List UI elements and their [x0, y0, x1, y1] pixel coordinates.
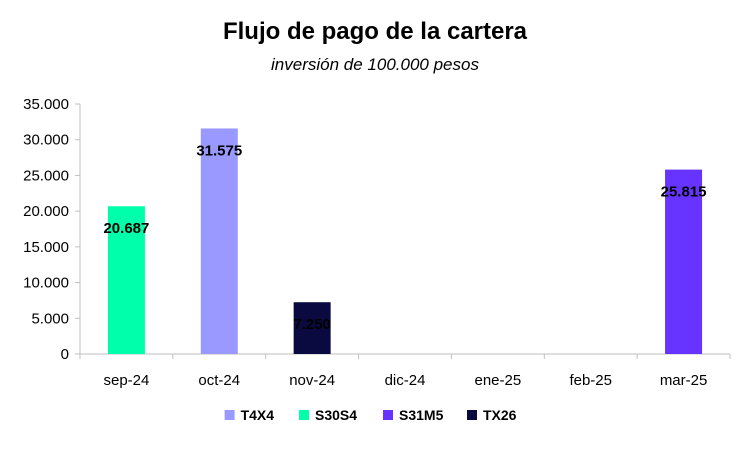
data-labels: 20.687 31.575 7.250 25.815: [103, 142, 706, 333]
x-tick-label: sep-24: [103, 372, 149, 389]
legend-swatch-S31M5: [383, 410, 393, 420]
x-tick-label: oct-24: [198, 372, 240, 389]
legend-label-T4X4: T4X4: [241, 407, 275, 423]
x-tick-label: dic-24: [385, 372, 426, 389]
legend-label-S30S4: S30S4: [315, 407, 357, 423]
y-tick-label: 35.000: [23, 96, 69, 113]
x-tick-label: nov-24: [289, 372, 335, 389]
y-tick-label: 0: [61, 346, 69, 363]
y-tick-label: 15.000: [23, 239, 69, 256]
y-tick-label: 20.000: [23, 203, 69, 220]
x-axis: sep-24 oct-24 nov-24 dic-24 ene-25 feb-25 mar-…: [79, 353, 731, 389]
y-tick-label: 5.000: [31, 310, 69, 327]
legend-label-TX26: TX26: [483, 407, 517, 423]
chart-subtitle: inversión de 100.000 pesos: [271, 55, 479, 74]
data-label: 7.250: [293, 316, 331, 333]
y-tick-label: 30.000: [23, 132, 69, 149]
data-label: 20.687: [103, 220, 149, 237]
legend-swatch-TX26: [467, 410, 477, 420]
bar-S30S4-sep-24: [107, 206, 145, 354]
y-tick-label: 10.000: [23, 275, 69, 292]
legend-swatch-S30S4: [299, 410, 309, 420]
bars: [107, 128, 703, 354]
data-label: 31.575: [196, 142, 242, 159]
x-tick-label: feb-25: [569, 372, 612, 389]
bar-S31M5-mar-25: [665, 169, 703, 354]
bar-T4X4-oct-24: [200, 128, 238, 354]
y-axis: 0 5.000 10.000 15.000 20.000 25.000 30.000 35.0…: [23, 96, 81, 363]
chart-title: Flujo de pago de la cartera: [222, 18, 528, 45]
legend: T4X4 S30S4 S31M5 TX26: [224, 407, 517, 423]
legend-swatch-T4X4: [224, 410, 235, 420]
x-tick-label: ene-25: [474, 372, 521, 389]
legend-label-S31M5: S31M5: [399, 407, 444, 423]
data-label: 25.815: [661, 184, 707, 201]
bar-TX26-nov-24: [293, 302, 331, 354]
x-tick-label: mar-25: [660, 372, 708, 389]
y-tick-label: 25.000: [23, 167, 69, 184]
